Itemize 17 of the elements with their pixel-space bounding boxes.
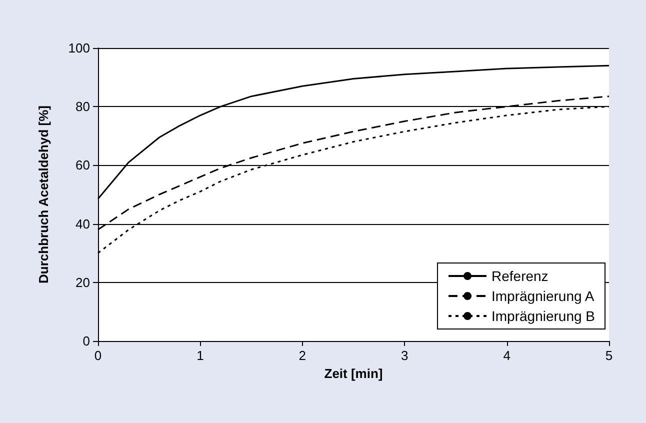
y-tick-label: 60 <box>76 158 90 173</box>
x-tick-label: 3 <box>400 348 408 363</box>
legend-label: Imprägnierung B <box>491 308 596 324</box>
legend-label: Referenz <box>491 268 548 284</box>
x-tick-label: 5 <box>605 348 613 363</box>
x-tick-label: 2 <box>298 348 306 363</box>
y-axis-title: Durchbruch Acetaldehyd [%] <box>36 106 51 284</box>
y-tick-label: 100 <box>68 40 90 56</box>
legend-label: Imprägnierung A <box>491 288 595 304</box>
x-tick-label: 4 <box>503 348 510 363</box>
y-tick-label: 40 <box>76 216 90 232</box>
x-tick-label: 0 <box>94 348 102 363</box>
x-tick-label: 1 <box>196 348 204 363</box>
y-tick-label: 80 <box>76 99 90 114</box>
y-tick-label: 0 <box>82 334 90 348</box>
x-axis-title: Zeit [min] <box>324 366 383 381</box>
y-tick-label: 20 <box>76 274 90 290</box>
